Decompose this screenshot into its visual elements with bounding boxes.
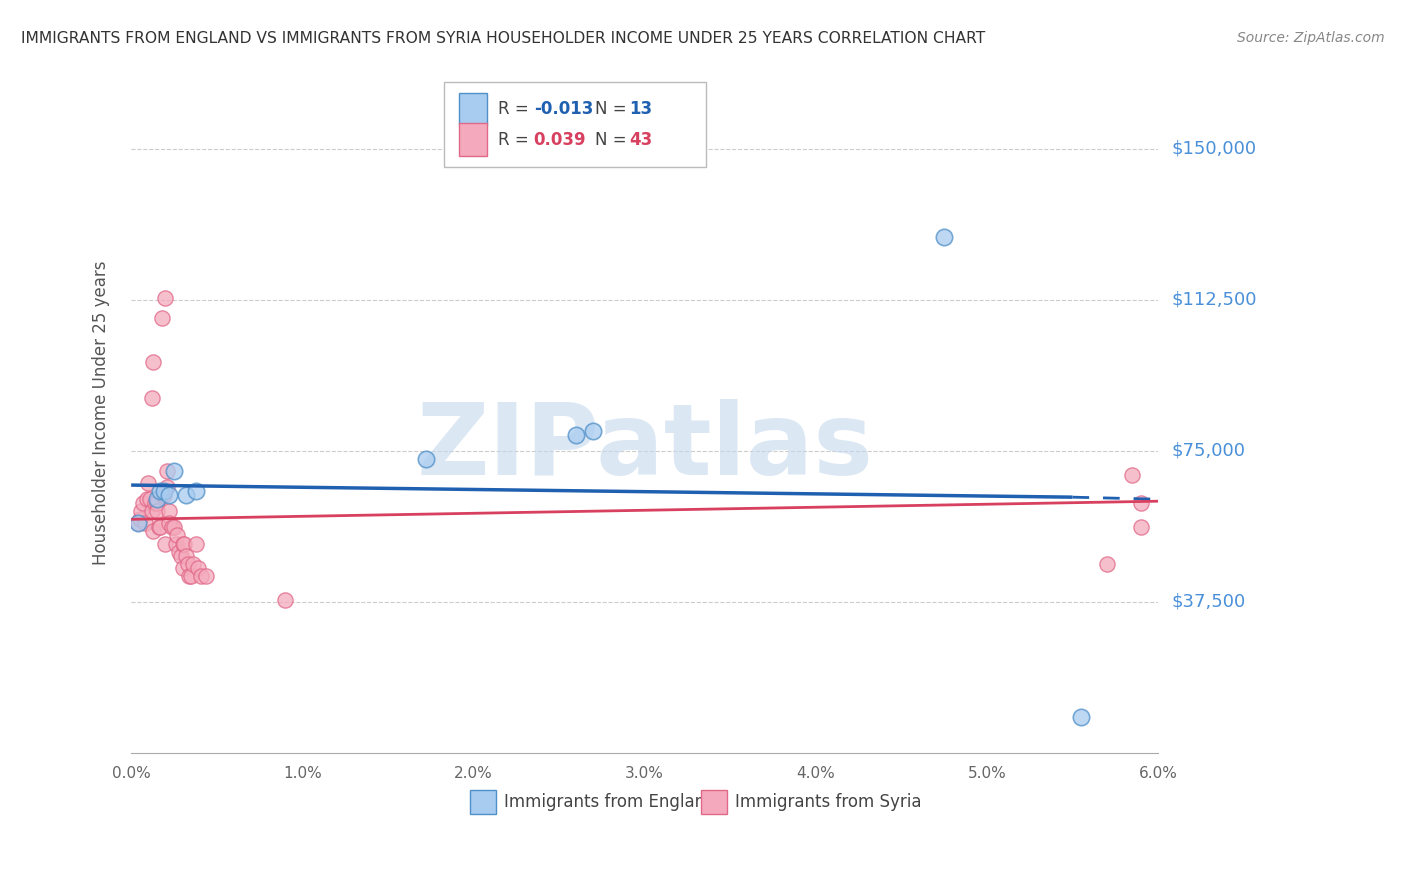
Point — [141, 504, 163, 518]
Point — [163, 520, 186, 534]
Point — [131, 504, 153, 518]
Text: R =: R = — [498, 130, 534, 149]
Point — [152, 484, 174, 499]
Point — [167, 544, 190, 558]
Point — [165, 536, 187, 550]
Text: $112,500: $112,500 — [1173, 291, 1257, 309]
Point — [146, 492, 169, 507]
Point — [149, 484, 172, 499]
Point — [134, 516, 156, 531]
Point — [166, 528, 188, 542]
Bar — [458, 93, 488, 126]
Point — [172, 536, 194, 550]
Point — [187, 560, 209, 574]
Point — [172, 560, 194, 574]
Point — [179, 568, 201, 582]
Point — [195, 568, 218, 582]
Text: Immigrants from Syria: Immigrants from Syria — [735, 793, 921, 811]
Point — [170, 549, 193, 563]
Text: -0.013: -0.013 — [534, 100, 593, 118]
Point — [146, 496, 169, 510]
Point — [136, 476, 159, 491]
Text: ZIPatlas: ZIPatlas — [416, 399, 873, 496]
Point — [150, 488, 173, 502]
Point — [162, 520, 184, 534]
Point — [146, 504, 169, 518]
Point — [157, 504, 180, 518]
Bar — [458, 123, 488, 156]
Point — [565, 427, 588, 442]
Point — [152, 488, 174, 502]
Point — [582, 424, 605, 438]
FancyBboxPatch shape — [444, 82, 706, 167]
Point — [148, 520, 170, 534]
Point — [156, 480, 179, 494]
Point — [186, 536, 208, 550]
Point — [155, 536, 177, 550]
Bar — [470, 790, 496, 814]
Point — [142, 355, 165, 369]
Point — [174, 549, 197, 563]
Point — [1070, 710, 1092, 724]
Text: IMMIGRANTS FROM ENGLAND VS IMMIGRANTS FROM SYRIA HOUSEHOLDER INCOME UNDER 25 YEA: IMMIGRANTS FROM ENGLAND VS IMMIGRANTS FR… — [21, 31, 986, 46]
Bar — [702, 790, 727, 814]
Text: Immigrants from England: Immigrants from England — [503, 793, 716, 811]
Text: Source: ZipAtlas.com: Source: ZipAtlas.com — [1237, 31, 1385, 45]
Text: 13: 13 — [630, 100, 652, 118]
Point — [155, 291, 177, 305]
Point — [274, 593, 297, 607]
Text: N =: N = — [595, 130, 633, 149]
Point — [186, 484, 208, 499]
Point — [174, 488, 197, 502]
Point — [1095, 557, 1118, 571]
Point — [1129, 520, 1152, 534]
Point — [149, 520, 172, 534]
Point — [132, 496, 155, 510]
Point — [1129, 496, 1152, 510]
Point — [157, 516, 180, 531]
Point — [156, 464, 179, 478]
Point — [135, 492, 157, 507]
Point — [139, 492, 162, 507]
Point — [190, 568, 212, 582]
Text: $37,500: $37,500 — [1173, 593, 1246, 611]
Point — [932, 230, 955, 244]
Point — [143, 496, 166, 510]
Text: $150,000: $150,000 — [1173, 139, 1257, 158]
Point — [176, 557, 198, 571]
Point — [127, 516, 149, 531]
Point — [1121, 468, 1143, 483]
Text: 43: 43 — [630, 130, 652, 149]
Point — [150, 310, 173, 325]
Text: $75,000: $75,000 — [1173, 442, 1246, 459]
Point — [128, 512, 150, 526]
Point — [415, 451, 437, 466]
Point — [173, 536, 195, 550]
Point — [181, 557, 204, 571]
Point — [142, 524, 165, 539]
Y-axis label: Householder Income Under 25 years: Householder Income Under 25 years — [93, 260, 110, 566]
Text: R =: R = — [498, 100, 534, 118]
Text: N =: N = — [595, 100, 633, 118]
Point — [157, 488, 180, 502]
Point — [163, 464, 186, 478]
Point — [141, 392, 163, 406]
Text: 0.039: 0.039 — [534, 130, 586, 149]
Point — [180, 568, 202, 582]
Point — [127, 516, 149, 531]
